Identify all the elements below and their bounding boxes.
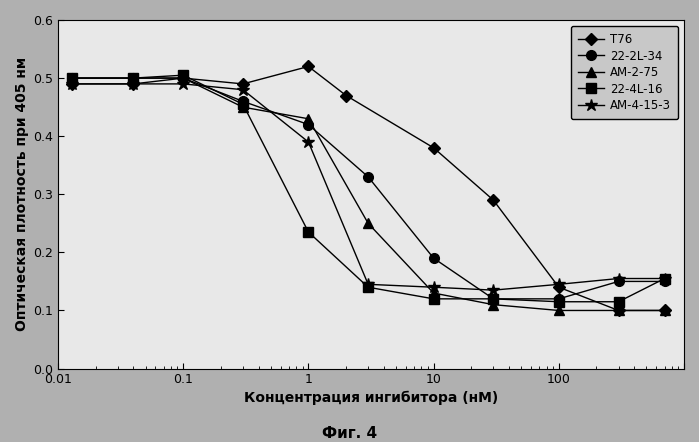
T76	[342, 93, 350, 98]
АМ-4-15-3	[364, 282, 373, 287]
22-4L-16	[304, 229, 312, 235]
АМ-4-15-3	[614, 276, 623, 281]
22-4L-16	[239, 102, 247, 107]
22-4L-16	[489, 296, 498, 301]
T76	[239, 81, 247, 87]
Text: Фиг. 4: Фиг. 4	[322, 426, 377, 441]
22-4L-16	[554, 299, 563, 305]
АМ-2-75	[489, 302, 498, 307]
T76	[489, 198, 498, 203]
Line: T76: T76	[68, 62, 669, 315]
22-2L-34	[129, 76, 138, 81]
Line: АМ-4-15-3: АМ-4-15-3	[66, 78, 671, 297]
22-2L-34	[489, 296, 498, 301]
АМ-4-15-3	[304, 139, 312, 145]
22-2L-34	[304, 122, 312, 127]
АМ-2-75	[304, 116, 312, 122]
Line: АМ-2-75: АМ-2-75	[67, 73, 670, 315]
22-4L-16	[179, 72, 187, 78]
T76	[179, 76, 187, 81]
АМ-4-15-3	[429, 285, 438, 290]
АМ-2-75	[364, 221, 373, 226]
22-2L-34	[614, 279, 623, 284]
Legend: T76, 22-2L-34, АМ-2-75, 22-4L-16, АМ-4-15-3: T76, 22-2L-34, АМ-2-75, 22-4L-16, АМ-4-1…	[571, 26, 678, 119]
22-2L-34	[429, 255, 438, 261]
22-2L-34	[68, 76, 76, 81]
АМ-4-15-3	[179, 81, 187, 87]
22-2L-34	[364, 174, 373, 179]
22-4L-16	[429, 296, 438, 301]
T76	[614, 308, 623, 313]
T76	[129, 81, 138, 87]
T76	[304, 64, 312, 69]
АМ-2-75	[239, 104, 247, 110]
АМ-4-15-3	[554, 282, 563, 287]
АМ-2-75	[614, 308, 623, 313]
T76	[68, 81, 76, 87]
22-4L-16	[364, 285, 373, 290]
АМ-2-75	[129, 76, 138, 81]
X-axis label: Концентрация ингибитора (нМ): Концентрация ингибитора (нМ)	[244, 391, 498, 405]
22-4L-16	[614, 299, 623, 305]
T76	[429, 145, 438, 150]
22-4L-16	[661, 276, 669, 281]
22-2L-34	[239, 99, 247, 104]
T76	[661, 308, 669, 313]
АМ-4-15-3	[489, 287, 498, 293]
АМ-2-75	[68, 76, 76, 81]
Y-axis label: Оптическая плотность при 405 нм: Оптическая плотность при 405 нм	[15, 57, 29, 332]
АМ-2-75	[661, 308, 669, 313]
АМ-4-15-3	[68, 81, 76, 87]
АМ-2-75	[554, 308, 563, 313]
22-2L-34	[179, 76, 187, 81]
АМ-2-75	[179, 76, 187, 81]
Line: 22-2L-34: 22-2L-34	[67, 73, 670, 304]
АМ-4-15-3	[239, 87, 247, 92]
22-2L-34	[554, 296, 563, 301]
АМ-2-75	[429, 290, 438, 296]
22-4L-16	[129, 76, 138, 81]
АМ-4-15-3	[129, 81, 138, 87]
АМ-4-15-3	[661, 276, 669, 281]
T76	[554, 285, 563, 290]
22-2L-34	[661, 279, 669, 284]
22-4L-16	[68, 76, 76, 81]
Line: 22-4L-16: 22-4L-16	[67, 70, 670, 307]
